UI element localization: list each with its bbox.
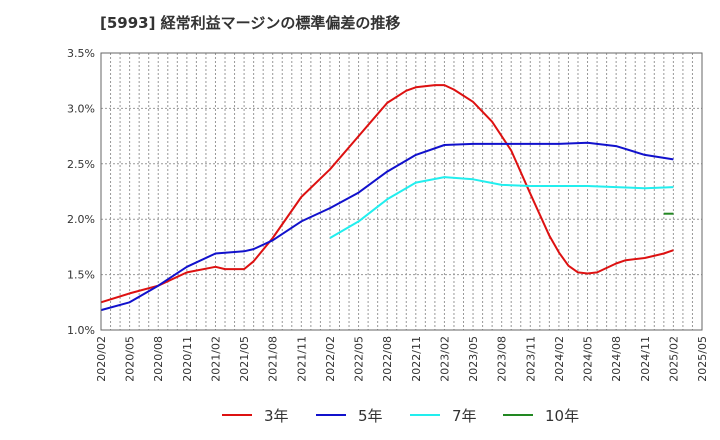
y-tick-label: 2.5% xyxy=(67,158,95,171)
x-tick-label: 2022/08 xyxy=(381,336,394,382)
x-tick-label: 2023/02 xyxy=(438,336,451,382)
x-tick-label: 2025/05 xyxy=(696,336,709,382)
x-tick-label: 2023/08 xyxy=(496,336,509,382)
legend: 3年 5年 7年 10年 xyxy=(0,402,720,428)
legend-label: 3年 xyxy=(264,406,289,425)
x-tick-label: 2024/08 xyxy=(610,336,623,382)
series-line-5年 xyxy=(100,141,674,312)
legend-swatch xyxy=(410,414,440,416)
x-tick-label: 2021/08 xyxy=(267,336,280,382)
x-tick-label: 2024/11 xyxy=(639,336,652,382)
legend-swatch xyxy=(503,414,533,416)
legend-label: 7年 xyxy=(452,406,477,425)
y-tick-label: 2.0% xyxy=(67,213,95,226)
x-tick-label: 2020/08 xyxy=(152,336,165,382)
y-tick-label: 3.0% xyxy=(67,102,95,115)
x-tick-label: 2020/11 xyxy=(181,336,194,382)
legend-swatch xyxy=(316,414,346,416)
x-tick-label: 2021/02 xyxy=(209,336,222,382)
x-tick-label: 2025/02 xyxy=(667,336,680,382)
legend-label: 10年 xyxy=(545,406,580,425)
x-tick-label: 2023/05 xyxy=(467,336,480,382)
y-tick-label: 3.5% xyxy=(67,47,95,60)
y-tick-label: 1.0% xyxy=(67,324,95,337)
x-tick-label: 2022/11 xyxy=(410,336,423,382)
series-lines xyxy=(100,84,674,312)
legend-item: 3年 xyxy=(222,402,289,428)
plot-frame xyxy=(100,52,703,331)
x-tick-label: 2022/02 xyxy=(324,336,337,382)
series-line-7年 xyxy=(329,176,674,239)
legend-item: 5年 xyxy=(316,402,383,428)
x-tick-label: 2024/02 xyxy=(553,336,566,382)
x-tick-label: 2022/05 xyxy=(353,336,366,382)
x-tick-label: 2020/02 xyxy=(95,336,108,382)
legend-item: 10年 xyxy=(503,402,579,428)
x-tick-label: 2021/05 xyxy=(238,336,251,382)
x-tick-label: 2023/11 xyxy=(524,336,537,382)
x-tick-label: 2021/11 xyxy=(295,336,308,382)
legend-item: 7年 xyxy=(410,402,477,428)
x-axis-ticks: 2020/02 2020/05 2020/08 2020/11 2021/02 2021/… xyxy=(95,336,709,382)
y-tick-label: 1.5% xyxy=(67,269,95,282)
legend-label: 5年 xyxy=(358,406,383,425)
y-axis-ticks: 1.0% 1.5% 2.0% 2.5% 3.0% 3.5% xyxy=(67,47,95,337)
series-line-3年 xyxy=(100,84,674,304)
x-tick-label: 2020/05 xyxy=(124,336,137,382)
x-tick-label: 2024/05 xyxy=(582,336,595,382)
chart-title: [5993] 経常利益マージンの標準偏差の推移 xyxy=(100,14,401,32)
legend-swatch xyxy=(222,414,252,416)
